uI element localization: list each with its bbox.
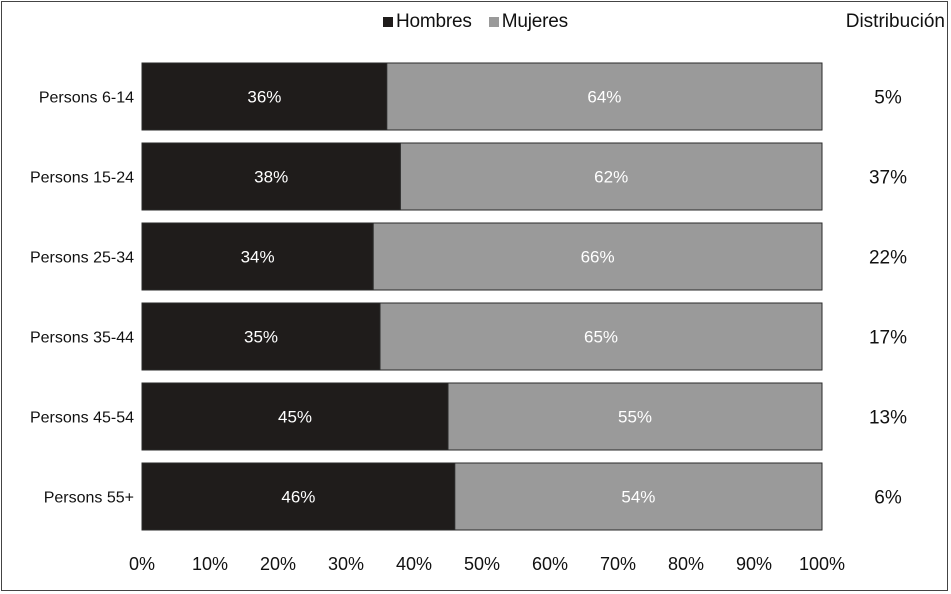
bar-label-mujeres-persons-35-44: 65%	[584, 328, 618, 347]
x-tick-label-3: 30%	[328, 554, 364, 574]
legend-label-mujeres: Mujeres	[501, 11, 568, 32]
bar-label-hombres-persons-6-14: 36%	[247, 88, 281, 107]
bar-mujeres-persons-35-44	[379, 302, 823, 371]
bar-label-hombres-persons-55: 46%	[281, 488, 315, 507]
distribution-value-persons-45-54: 13%	[869, 408, 907, 429]
bar-label-hombres-persons-35-44: 35%	[244, 328, 278, 347]
distribution-value-persons-15-24: 37%	[869, 168, 907, 189]
category-label-persons-35-44: Persons 35-44	[30, 330, 134, 347]
legend-item-hombres: Hombres	[383, 11, 472, 33]
category-label-persons-15-24: Persons 15-24	[30, 170, 134, 187]
category-label-persons-55: Persons 55+	[44, 490, 134, 507]
bar-label-hombres-persons-25-34: 34%	[241, 248, 275, 267]
legend: Hombres Mujeres	[0, 11, 951, 33]
x-tick-label-6: 60%	[532, 554, 568, 574]
distribution-value-persons-25-34: 22%	[869, 248, 907, 269]
bar-mujeres-persons-15-24	[399, 142, 823, 211]
category-label-persons-45-54: Persons 45-54	[30, 410, 134, 427]
x-tick-label-1: 10%	[192, 554, 228, 574]
x-tick-label-0: 0%	[129, 554, 155, 574]
bar-label-mujeres-persons-15-24: 62%	[594, 168, 628, 187]
bar-label-mujeres-persons-6-14: 64%	[587, 88, 621, 107]
bar-label-hombres-persons-45-54: 45%	[278, 408, 312, 427]
distribution-value-persons-6-14: 5%	[874, 88, 902, 109]
bar-hombres-persons-15-24	[141, 142, 401, 211]
x-tick-label-8: 80%	[668, 554, 704, 574]
bar-label-mujeres-persons-55: 54%	[621, 488, 655, 507]
bar-label-hombres-persons-15-24: 38%	[254, 168, 288, 187]
bar-hombres-persons-35-44	[141, 302, 381, 371]
bar-mujeres-persons-25-34	[372, 222, 823, 291]
distribution-value-persons-35-44: 17%	[869, 328, 907, 349]
x-tick-label-2: 20%	[260, 554, 296, 574]
bar-hombres-persons-25-34	[141, 222, 374, 291]
category-label-persons-25-34: Persons 25-34	[30, 250, 134, 267]
x-tick-label-7: 70%	[600, 554, 636, 574]
category-label-persons-6-14: Persons 6-14	[39, 90, 134, 107]
legend-label-hombres: Hombres	[396, 11, 472, 32]
bar-hombres-persons-55	[141, 462, 456, 531]
legend-swatch-hombres	[383, 17, 394, 27]
x-tick-label-4: 40%	[396, 554, 432, 574]
bar-mujeres-persons-55	[454, 462, 823, 531]
bar-label-mujeres-persons-25-34: 66%	[581, 248, 615, 267]
x-tick-label-9: 90%	[736, 554, 772, 574]
bar-mujeres-persons-45-54	[447, 382, 823, 451]
distribution-header: Distribución	[845, 11, 945, 32]
distribution-value-persons-55: 6%	[874, 488, 902, 509]
bar-label-mujeres-persons-45-54: 55%	[618, 408, 652, 427]
x-tick-label-10: 100%	[799, 554, 845, 574]
x-tick-label-5: 50%	[464, 554, 500, 574]
legend-swatch-mujeres	[488, 17, 499, 27]
bar-mujeres-persons-6-14	[386, 62, 823, 131]
legend-item-mujeres: Mujeres	[488, 11, 568, 33]
bar-hombres-persons-45-54	[141, 382, 449, 451]
